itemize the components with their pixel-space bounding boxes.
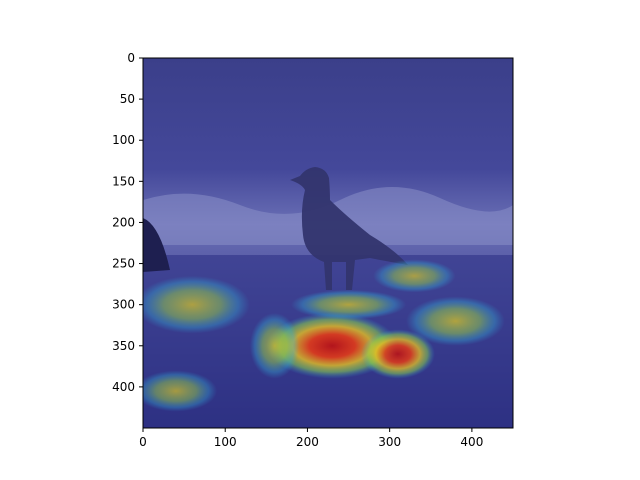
left-rock xyxy=(143,218,170,272)
y-tick-label: 100 xyxy=(112,133,135,147)
heat-hotspot xyxy=(143,275,250,334)
heat-hotspot xyxy=(406,296,505,346)
y-tick-label: 250 xyxy=(112,257,135,271)
y-tick-label: 300 xyxy=(112,298,135,312)
seagull-silhouette xyxy=(290,167,408,290)
heat-hotspot xyxy=(291,289,407,320)
y-tick-label: 150 xyxy=(112,174,135,188)
heat-hotspot xyxy=(143,370,217,412)
y-tick-label: 400 xyxy=(112,380,135,394)
y-axis: 0 50 100 150 200 250 300 350 400 xyxy=(112,51,143,394)
y-tick-label: 200 xyxy=(112,215,135,229)
x-tick-label: 300 xyxy=(378,435,401,449)
heat-hotspot xyxy=(249,312,300,379)
axes-frame xyxy=(142,57,514,429)
plot-area xyxy=(143,58,513,428)
heat-hotspot xyxy=(373,259,456,293)
x-tick-label: 100 xyxy=(214,435,237,449)
y-tick-label: 50 xyxy=(120,92,135,106)
x-axis: 0 100 200 300 400 xyxy=(139,428,483,449)
x-tick-label: 400 xyxy=(460,435,483,449)
heat-hotspot xyxy=(360,329,435,379)
y-tick-label: 0 xyxy=(127,51,135,65)
y-tick-label: 350 xyxy=(112,339,135,353)
heat-overlay xyxy=(143,259,505,412)
x-tick-label: 0 xyxy=(139,435,147,449)
x-tick-label: 200 xyxy=(296,435,319,449)
